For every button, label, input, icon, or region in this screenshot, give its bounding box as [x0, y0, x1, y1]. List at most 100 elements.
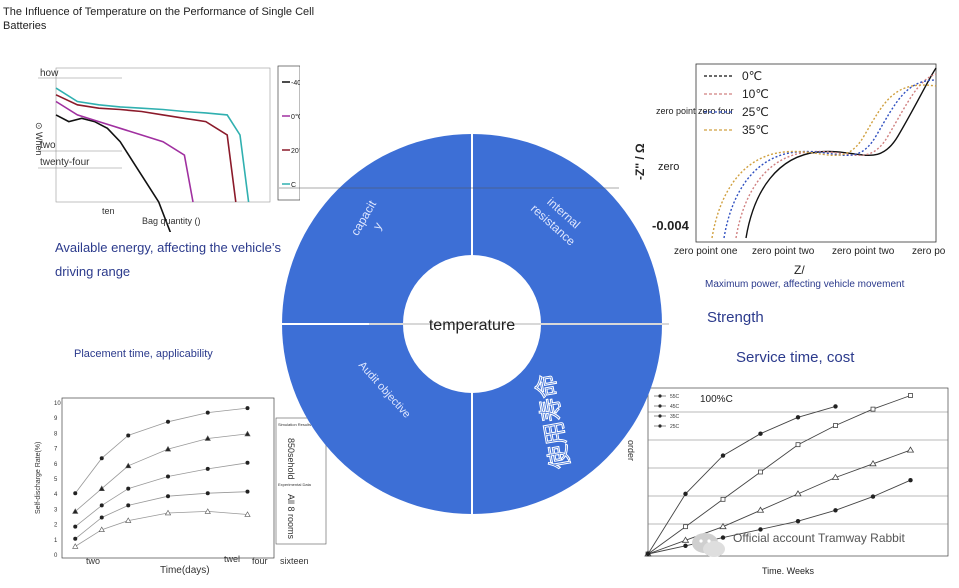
c3-point — [244, 511, 251, 517]
c1-ytick-how: how — [40, 68, 59, 79]
c3-point — [73, 536, 78, 541]
c3-point — [245, 406, 250, 411]
c3-point — [126, 486, 131, 491]
c2-ytick-neg: -0.004 — [652, 218, 690, 233]
c4-series-3 — [647, 479, 911, 555]
c3-point — [73, 491, 78, 496]
watermark: Official account Tramway Rabbit — [733, 531, 905, 545]
c3-ytick-8: 2 — [54, 523, 58, 529]
c4-point — [908, 478, 913, 483]
c3-legend-3: Experimental Data — [278, 482, 312, 487]
c3-series-1 — [75, 433, 248, 512]
c4-series-0 — [647, 405, 836, 555]
c3-point — [204, 508, 211, 514]
c4-point — [870, 406, 876, 412]
temperature-donut: temperature capacity internalresistance … — [279, 134, 669, 514]
c1-legend-label-2: 20℃ — [291, 148, 300, 155]
c4-point — [683, 524, 688, 530]
c4-ylabel: order — [626, 440, 636, 461]
c4-point — [681, 536, 690, 543]
c3-point — [205, 466, 210, 471]
c4-point — [833, 508, 838, 513]
c2-legend-label-2: 25℃ — [742, 105, 769, 119]
c4-xlabel: Time. Weeks — [762, 566, 815, 576]
c4-legend-label-0: 55C — [670, 394, 680, 400]
c2-legend-label-0: 0℃ — [742, 69, 762, 83]
c4-point — [756, 506, 765, 513]
c2-ytick-zero: zero — [658, 161, 679, 173]
c4-series-2 — [647, 449, 911, 555]
c3-ylabel: Self-discharge Rate(%) — [35, 442, 42, 514]
caption-placement: Placement time, applicability — [74, 348, 213, 360]
c4-point — [908, 393, 913, 398]
c1-legend-label-1: 0℃ — [291, 114, 300, 121]
c4-point — [833, 404, 838, 409]
caption-energy: Available energy, affecting the vehicle’… — [55, 240, 281, 279]
c3-xtick-sixteen: sixteen — [280, 556, 309, 566]
c2-xtick-3: zero point two — [832, 246, 895, 257]
c4-annotation: 100%C — [700, 394, 733, 405]
c3-ytick-0: 10 — [54, 401, 61, 407]
c1-series-3 — [55, 87, 250, 203]
c3-point — [99, 456, 104, 461]
c4-series-1 — [647, 395, 911, 555]
c3-ytick-2: 8 — [54, 431, 58, 437]
c3-point — [166, 419, 170, 424]
c3-point — [164, 445, 172, 452]
c3-point — [98, 485, 105, 491]
wechat-icon — [692, 533, 725, 557]
c3-ytick-9: 1 — [54, 538, 58, 544]
c3-point — [125, 517, 132, 523]
center-label: temperature — [429, 317, 515, 334]
chart-discharge: how two twenty-four ⊙ When ten Bag quant… — [34, 65, 300, 232]
c3-legend-4: All 8 rooms — [286, 494, 296, 540]
c3-point — [205, 491, 210, 496]
c1-ytick-24: twenty-four — [40, 157, 90, 168]
chart-impedance: zero -0.004 -Z'' / Ω zero point zero fou… — [633, 63, 946, 277]
c2-legend-label-3: 35℃ — [742, 123, 769, 137]
c1-xtick-ten: ten — [102, 206, 115, 216]
c4-point — [720, 453, 726, 458]
caption-strength: Strength — [707, 309, 764, 326]
c2-ylabel: -Z'' / Ω — [633, 143, 647, 180]
c3-point — [244, 430, 251, 437]
c3-xtick-two: two — [86, 556, 100, 566]
c4-point — [795, 415, 801, 420]
c3-point — [72, 543, 79, 549]
c4-point — [758, 431, 763, 436]
c2-xtick-1: zero point one — [674, 246, 738, 257]
c3-point — [99, 503, 104, 508]
c3-legend-2: 850sehold — [286, 438, 296, 480]
c4-point — [645, 551, 651, 557]
c3-point — [166, 494, 170, 499]
c4-legend-label-2: 35C — [670, 414, 680, 420]
c3-xtick-twel: twel — [224, 554, 240, 564]
c2-xtick-4: zero point — [912, 246, 946, 257]
c4-legend-label-1: 45C — [670, 404, 680, 410]
c4-point — [758, 469, 763, 475]
c3-ytick-10: 0 — [54, 553, 58, 559]
c4-point — [795, 442, 801, 448]
c3-point — [164, 509, 172, 516]
c4-point — [683, 543, 688, 548]
c3-point — [245, 460, 250, 465]
c3-series-3 — [75, 491, 248, 540]
c4-point — [906, 446, 915, 453]
c4-point — [870, 494, 876, 499]
c4-point — [869, 460, 877, 467]
c1-series-2 — [55, 94, 237, 203]
c2-curve-3 — [711, 84, 937, 239]
c4-point — [794, 490, 802, 497]
c3-point — [73, 524, 78, 529]
chart-service-time: order 100%C Time. Weeks 55C 45C 35C 25C — [626, 387, 949, 576]
c2-xtick-2: zero point two — [752, 246, 815, 257]
c2-legend-label-1: 10℃ — [742, 87, 769, 101]
c4-point — [720, 535, 726, 540]
c3-xtick-four: four — [252, 556, 268, 566]
c3-xlabel: Time(days) — [160, 565, 210, 576]
c3-ytick-6: 4 — [54, 492, 58, 498]
c3-ytick-7: 3 — [54, 507, 58, 513]
c4-point — [758, 527, 763, 532]
c1-xlabel: Bag quantity () — [142, 216, 201, 226]
